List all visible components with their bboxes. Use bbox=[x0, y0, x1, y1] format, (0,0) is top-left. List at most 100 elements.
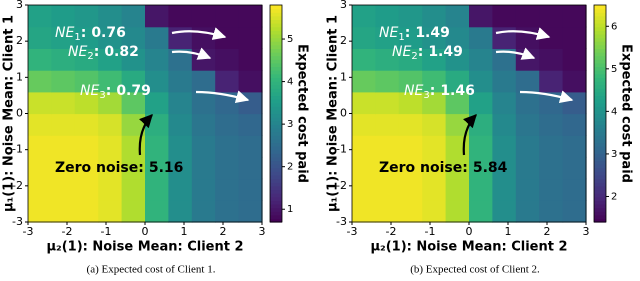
annotation-subscript: 3 bbox=[423, 90, 429, 101]
colorbar-segment bbox=[594, 131, 606, 136]
colorbar-segment bbox=[594, 33, 606, 39]
colorbar-segment bbox=[270, 149, 282, 154]
heatmap-cell bbox=[74, 5, 99, 28]
heatmap-cell bbox=[422, 5, 447, 28]
heatmap-cell bbox=[238, 156, 263, 180]
colorbar-segment bbox=[270, 59, 282, 64]
colorbar-segment bbox=[270, 135, 282, 140]
colorbar-segment bbox=[594, 37, 606, 42]
heatmap-cell bbox=[492, 200, 517, 223]
colorbar-segment bbox=[594, 30, 606, 35]
heatmap-cell bbox=[539, 156, 564, 180]
colorbar-tick-label: 1 bbox=[287, 204, 293, 215]
colorbar-segment bbox=[594, 124, 606, 129]
heatmap-cell bbox=[145, 5, 169, 28]
heatmap-cell bbox=[98, 91, 123, 115]
colorbar-segment bbox=[594, 8, 606, 13]
annotation: Zero noise: 5.16 bbox=[55, 160, 183, 176]
y-tick-label: -1 bbox=[336, 143, 347, 156]
heatmap-cell bbox=[539, 113, 564, 136]
annotation-arrow bbox=[195, 90, 250, 104]
colorbar-segment bbox=[594, 185, 606, 191]
heatmap-cell bbox=[51, 48, 76, 71]
heatmap-cell bbox=[74, 178, 99, 201]
annotation: Zero noise: 5.84 bbox=[379, 160, 508, 176]
heatmap-cell bbox=[445, 48, 470, 71]
heatmap-cell bbox=[238, 200, 263, 223]
colorbar-segment bbox=[594, 153, 606, 158]
colorbar-segment bbox=[270, 146, 282, 151]
colorbar-tick-label: 5 bbox=[287, 34, 293, 45]
heatmap-cell bbox=[562, 178, 587, 201]
heatmap-cell bbox=[352, 5, 376, 28]
y-tick-label: -2 bbox=[336, 179, 347, 192]
heatmap-cell bbox=[121, 200, 146, 223]
heatmap-cell bbox=[74, 113, 99, 136]
heatmap-cell bbox=[121, 156, 146, 180]
heatmap-cell bbox=[28, 113, 52, 136]
heatmap-cell bbox=[191, 70, 216, 93]
heatmap-cell bbox=[445, 135, 470, 158]
colorbar-segment bbox=[270, 160, 282, 165]
annotation-subscript: 2 bbox=[411, 51, 417, 62]
colorbar-segment bbox=[270, 77, 282, 82]
colorbar-segment bbox=[270, 131, 282, 136]
colorbar-label: Expected cost paid bbox=[295, 44, 310, 183]
heatmap-cell bbox=[168, 70, 193, 93]
heatmap-cell bbox=[492, 48, 517, 71]
colorbar-segment bbox=[270, 52, 282, 57]
heatmap-cell bbox=[145, 200, 169, 223]
heatmap-cell bbox=[168, 113, 193, 136]
heatmap-cell bbox=[398, 91, 423, 115]
colorbar-tick-label: 3 bbox=[287, 119, 293, 130]
colorbar-segment bbox=[270, 189, 282, 194]
annotation-arrow bbox=[462, 114, 477, 156]
annotation: NE1: 0.76 bbox=[55, 25, 126, 43]
heatmap-cell bbox=[28, 135, 52, 158]
heatmap-cell bbox=[422, 113, 447, 136]
colorbar-tick-label: 4 bbox=[611, 106, 617, 117]
colorbar-segment bbox=[270, 88, 282, 93]
x-tick-label: 0 bbox=[466, 225, 473, 238]
x-tick-label: 0 bbox=[142, 225, 149, 238]
heatmap-cell bbox=[562, 5, 587, 28]
heatmap-cell bbox=[215, 26, 240, 49]
heatmap-cell bbox=[145, 91, 169, 115]
colorbar-segment bbox=[594, 73, 606, 78]
heatmap-cell bbox=[398, 200, 423, 223]
heatmap-cell bbox=[539, 135, 564, 158]
annotation-arrow bbox=[495, 47, 536, 60]
x-tick-label: 2 bbox=[220, 225, 227, 238]
heatmap-cell bbox=[398, 178, 423, 201]
x-tick-label: -3 bbox=[23, 225, 34, 238]
heatmap-cell bbox=[469, 91, 493, 115]
heatmap-cell bbox=[422, 48, 447, 71]
heatmap-cell bbox=[215, 178, 240, 201]
heatmap-cell bbox=[191, 200, 216, 223]
colorbar-segment bbox=[270, 5, 282, 10]
heatmap-cell bbox=[562, 91, 587, 115]
heatmap-cell bbox=[98, 135, 123, 158]
heatmap-cell bbox=[238, 91, 263, 115]
heatmap-cell bbox=[28, 178, 52, 201]
heatmap-cell bbox=[352, 70, 376, 93]
heatmap-cell bbox=[398, 135, 423, 158]
heatmap-cell bbox=[145, 156, 169, 180]
x-tick-label: 1 bbox=[181, 225, 188, 238]
colorbar-segment bbox=[270, 62, 282, 68]
annotation-suffix: : bbox=[106, 83, 112, 99]
colorbar-segment bbox=[594, 146, 606, 151]
heatmap-cell bbox=[51, 26, 76, 49]
colorbar-segment bbox=[594, 77, 606, 82]
heatmap-cell bbox=[492, 113, 517, 136]
annotation-suffix: : bbox=[405, 25, 411, 41]
heatmap-cell bbox=[28, 156, 52, 180]
heatmap-cell bbox=[515, 48, 540, 71]
heatmap-cell bbox=[238, 70, 263, 93]
colorbar-segment bbox=[594, 44, 606, 49]
colorbar-segment bbox=[594, 120, 606, 125]
annotation-label: NE bbox=[68, 44, 87, 60]
colorbar-segment bbox=[594, 59, 606, 64]
heatmap-cell bbox=[469, 135, 493, 158]
heatmap-cell bbox=[51, 200, 76, 223]
